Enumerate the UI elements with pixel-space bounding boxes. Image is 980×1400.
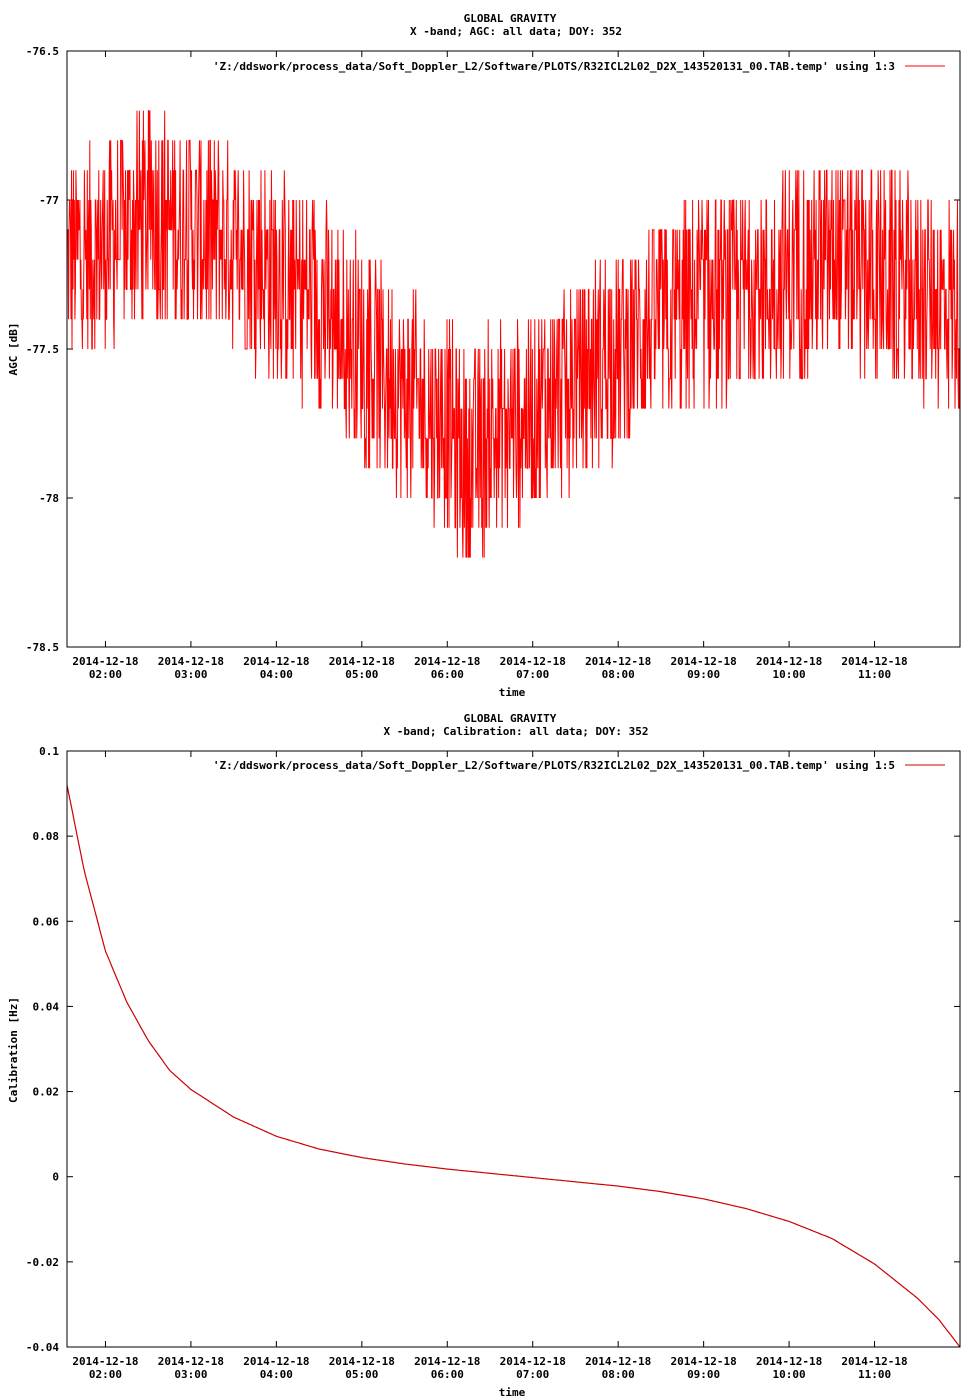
x-tick-label-date: 2014-12-18	[329, 1355, 395, 1368]
x-tick-label-date: 2014-12-18	[414, 1355, 480, 1368]
x-tick-label-time: 03:00	[174, 1368, 207, 1381]
legend-label: 'Z:/ddswork/process_data/Soft_Doppler_L2…	[213, 60, 895, 73]
y-tick-label: 0.1	[39, 745, 59, 758]
y-tick-label: -76.5	[26, 45, 59, 58]
legend-label: 'Z:/ddswork/process_data/Soft_Doppler_L2…	[213, 759, 895, 772]
axis-ticks: -76.5-77-77.5-78-78.52014-12-1802:002014…	[26, 45, 960, 681]
x-tick-label-date: 2014-12-18	[72, 655, 138, 668]
x-tick-label-date: 2014-12-18	[158, 1355, 224, 1368]
y-tick-label: -0.02	[26, 1256, 59, 1269]
x-tick-label-time: 06:00	[431, 668, 464, 681]
y-tick-label: 0.04	[33, 1000, 60, 1013]
x-tick-label-time: 02:00	[89, 668, 122, 681]
y-tick-label: 0.02	[33, 1086, 60, 1099]
x-tick-label-time: 06:00	[431, 1368, 464, 1381]
x-tick-label-date: 2014-12-18	[329, 655, 395, 668]
y-tick-label: 0	[52, 1171, 59, 1184]
x-tick-label-date: 2014-12-18	[243, 1355, 309, 1368]
x-tick-label-date: 2014-12-18	[585, 1355, 651, 1368]
y-tick-label: -77	[39, 194, 59, 207]
x-tick-label-time: 09:00	[687, 668, 720, 681]
y-tick-label: 0.06	[33, 915, 60, 928]
x-tick-label-time: 05:00	[345, 1368, 378, 1381]
x-tick-label-date: 2014-12-18	[72, 1355, 138, 1368]
plot-frame	[66, 50, 961, 648]
x-tick-label-time: 10:00	[773, 668, 806, 681]
x-tick-label-date: 2014-12-18	[414, 655, 480, 668]
x-tick-label-time: 11:00	[858, 668, 891, 681]
x-tick-label-date: 2014-12-18	[585, 655, 651, 668]
calibration-series-line	[66, 784, 961, 1348]
x-tick-label-date: 2014-12-18	[243, 655, 309, 668]
x-tick-label-time: 02:00	[89, 1368, 122, 1381]
y-tick-label: -0.04	[26, 1341, 59, 1354]
plot-frame	[66, 750, 961, 1348]
x-tick-label-date: 2014-12-18	[500, 1355, 566, 1368]
chart-subtitle: X -band; Calibration: all data; DOY: 352	[384, 725, 649, 738]
x-tick-label-time: 07:00	[516, 1368, 549, 1381]
x-tick-label-date: 2014-12-18	[500, 655, 566, 668]
x-tick-label-date: 2014-12-18	[841, 1355, 907, 1368]
x-tick-label-time: 04:00	[260, 1368, 293, 1381]
y-tick-label: -77.5	[26, 343, 59, 356]
y-axis-label: AGC [dB]	[7, 323, 20, 376]
x-tick-label-time: 07:00	[516, 668, 549, 681]
x-tick-label-date: 2014-12-18	[671, 655, 737, 668]
y-tick-label: 0.08	[33, 830, 60, 843]
x-axis-label: time	[499, 1386, 526, 1399]
axis-ticks: 0.1 0.08 0.06 0.04 0.02 0 -0.02 -0.04 2014-12-18…	[26, 745, 960, 1381]
x-tick-label-date: 2014-12-18	[841, 655, 907, 668]
calibration-chart: GLOBAL GRAVITY X -band; Calibration: all…	[7, 712, 961, 1399]
chart-subtitle: X -band; AGC: all data; DOY: 352	[410, 25, 622, 38]
x-tick-label-time: 03:00	[174, 668, 207, 681]
x-tick-label-time: 09:00	[687, 1368, 720, 1381]
chart-title: GLOBAL GRAVITY	[464, 712, 557, 725]
x-tick-label-date: 2014-12-18	[756, 1355, 822, 1368]
x-tick-label-date: 2014-12-18	[158, 655, 224, 668]
y-tick-label: -78	[39, 492, 59, 505]
x-tick-label-time: 08:00	[602, 1368, 635, 1381]
x-tick-label-time: 10:00	[773, 1368, 806, 1381]
x-tick-label-time: 08:00	[602, 668, 635, 681]
y-tick-label: -78.5	[26, 641, 59, 654]
y-axis-label: Calibration [Hz]	[7, 997, 20, 1103]
chart-title: GLOBAL GRAVITY	[464, 12, 557, 25]
x-tick-label-date: 2014-12-18	[671, 1355, 737, 1368]
x-axis-label: time	[499, 686, 526, 699]
x-tick-label-time: 11:00	[858, 1368, 891, 1381]
x-tick-label-time: 04:00	[260, 668, 293, 681]
agc-chart: GLOBAL GRAVITY X -band; AGC: all data; D…	[7, 12, 961, 699]
agc-series-line	[67, 110, 961, 558]
x-tick-label-time: 05:00	[345, 668, 378, 681]
x-tick-label-date: 2014-12-18	[756, 655, 822, 668]
